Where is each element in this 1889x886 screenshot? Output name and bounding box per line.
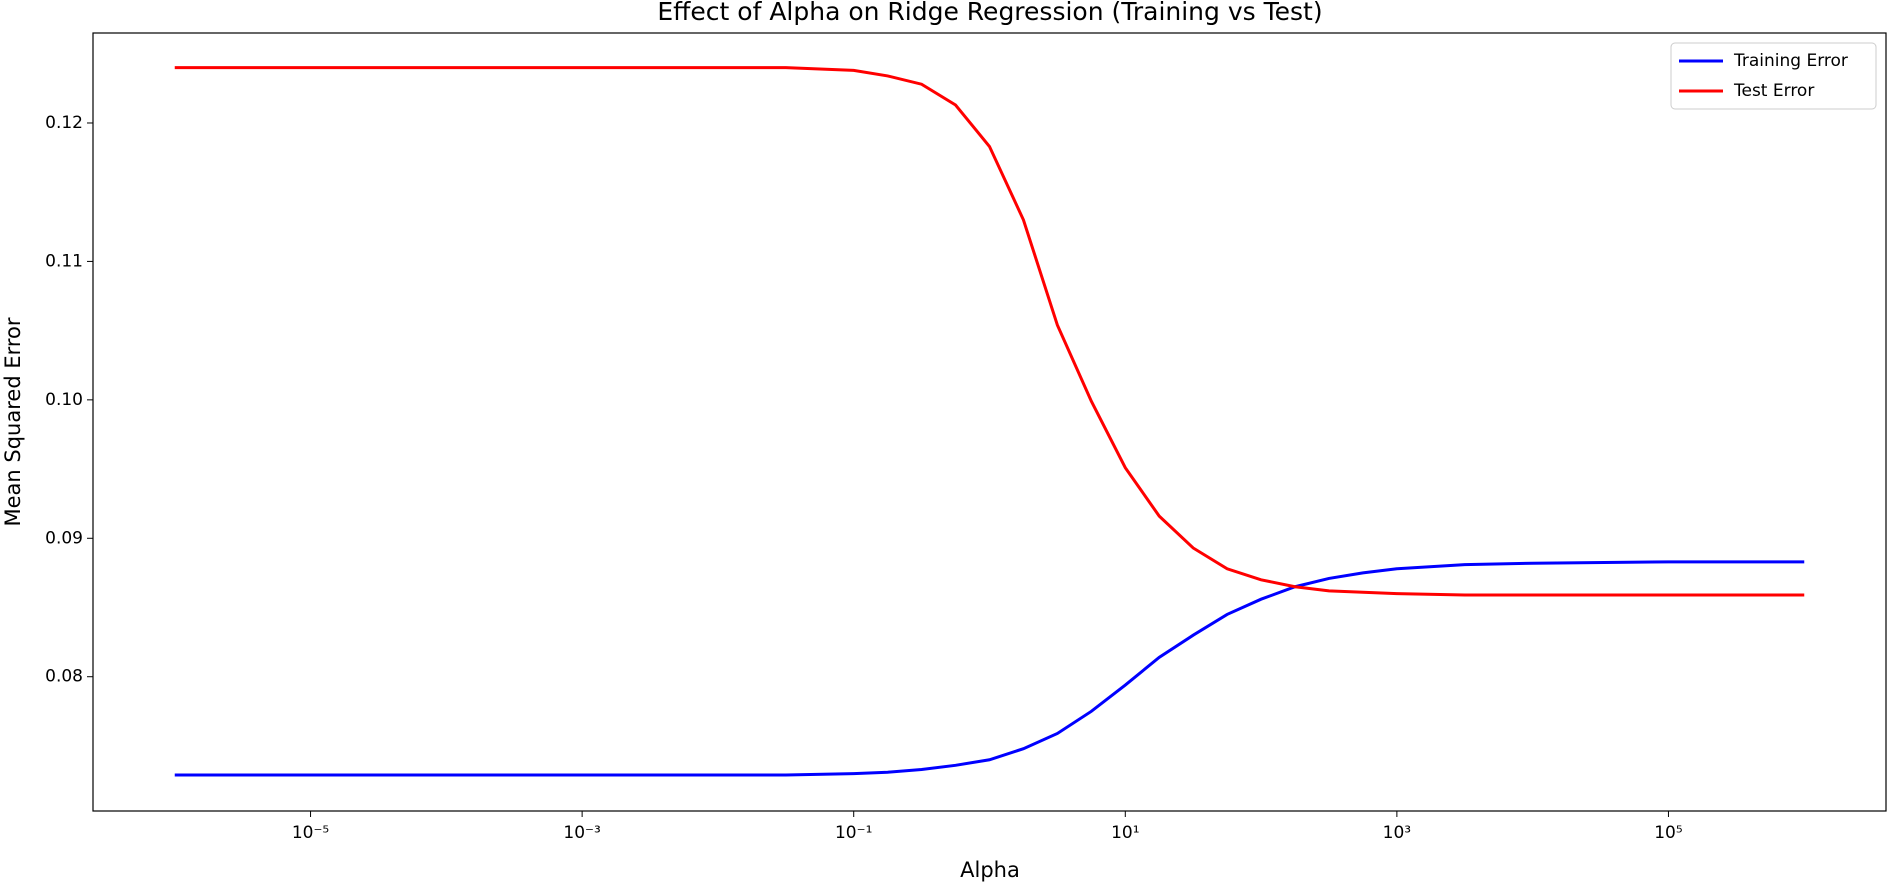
chart-title: Effect of Alpha on Ridge Regression (Tra… <box>657 0 1322 26</box>
line-series <box>174 66 1805 597</box>
plot-frame <box>92 32 1887 812</box>
x-axis-label: Alpha <box>960 858 1020 882</box>
y-tick-label: 0.11 <box>45 251 83 271</box>
y-tick-label: 0.08 <box>45 667 83 687</box>
line-series <box>174 560 1805 777</box>
y-tick-label: 0.09 <box>45 528 83 548</box>
legend-label: Training Error <box>1733 51 1848 71</box>
y-tick-label: 0.10 <box>45 390 83 410</box>
x-tick-label: 10⁻⁵ <box>292 823 329 843</box>
y-tick-label: 0.12 <box>45 113 83 133</box>
x-tick-label: 10³ <box>1383 823 1411 843</box>
y-axis-label: Mean Squared Error <box>1 317 25 526</box>
x-tick-label: 10⁻³ <box>563 823 600 843</box>
legend-label: Test Error <box>1733 81 1814 101</box>
x-tick-label: 10⁵ <box>1654 823 1682 843</box>
x-tick-label: 10¹ <box>1111 823 1139 843</box>
x-tick-label: 10⁻¹ <box>835 823 872 843</box>
